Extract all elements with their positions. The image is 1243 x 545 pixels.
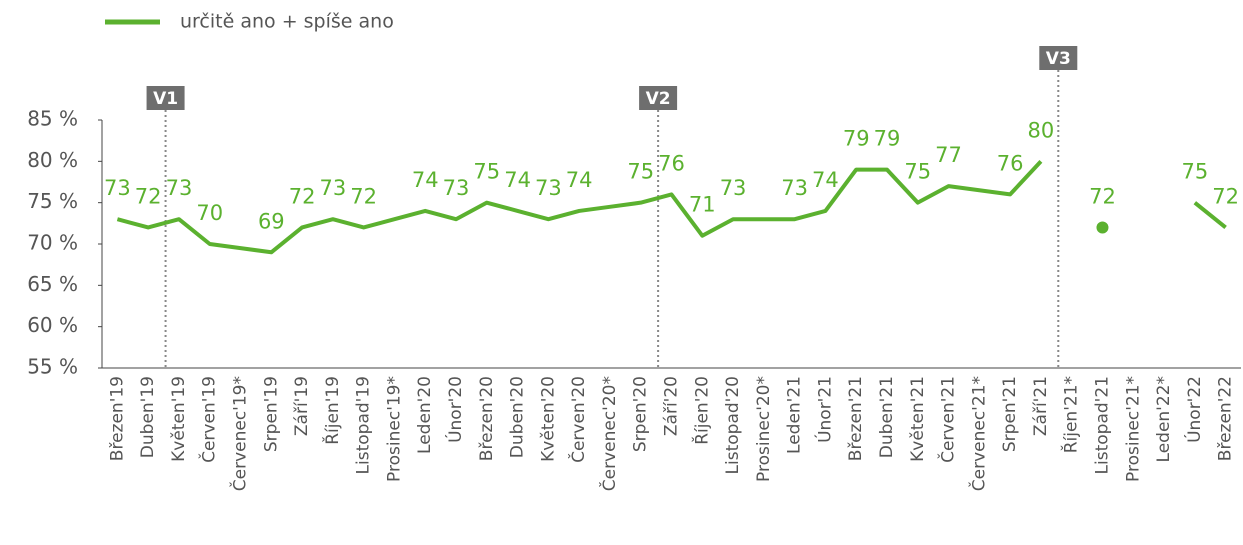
x-tick-label: Únor'21 <box>813 376 835 443</box>
x-tick-label: Květen'21 <box>908 376 928 462</box>
y-tick-label: 75 % <box>27 189 78 213</box>
x-tick-label: Červen'19 <box>198 376 220 463</box>
y-tick-label: 80 % <box>27 148 78 172</box>
x-tick-label: Duben'20 <box>508 376 528 458</box>
y-tick-label: 60 % <box>27 313 78 337</box>
y-tick-label: 65 % <box>27 272 78 296</box>
data-line <box>1193 201 1227 230</box>
y-tick-label: 55 % <box>27 355 78 379</box>
x-tick-label: Duben'21 <box>877 376 897 458</box>
data-label: 73 <box>535 176 562 200</box>
x-tick-label: Květen'19 <box>169 376 189 462</box>
data-label: 73 <box>166 176 193 200</box>
data-label: 74 <box>412 168 439 192</box>
x-tick-label: Srpen'19 <box>261 376 281 452</box>
data-label: 73 <box>720 176 747 200</box>
x-tick-label: Červen'20 <box>567 376 589 463</box>
data-label: 72 <box>350 184 377 208</box>
x-tick-label: Srpen'20 <box>631 376 651 452</box>
marker-box <box>146 86 185 110</box>
y-tick-label: 85 % <box>27 107 78 131</box>
data-point <box>1096 221 1109 234</box>
x-tick-label: Listopad'21 <box>1092 376 1112 474</box>
data-label: 71 <box>689 193 716 217</box>
data-label: 75 <box>627 160 654 184</box>
x-tick-label: Únor'22 <box>1183 376 1205 443</box>
data-label: 76 <box>658 151 685 175</box>
x-tick-label: Září'19 <box>292 376 312 436</box>
data-label: 75 <box>1181 160 1208 184</box>
x-tick-label: Říjen'21* <box>1060 376 1082 453</box>
x-tick-label: Září'21 <box>1031 376 1051 436</box>
data-label: 69 <box>258 209 285 233</box>
x-tick-label: Březen'20 <box>477 376 497 461</box>
data-label: 79 <box>843 127 870 151</box>
data-label: 72 <box>135 184 162 208</box>
marker-label: V1 <box>153 89 178 109</box>
x-tick-label: Březen'19 <box>107 376 127 461</box>
data-label: 74 <box>504 168 531 192</box>
marker-box <box>639 86 678 110</box>
data-label: 79 <box>874 127 901 151</box>
data-label: 72 <box>1212 184 1239 208</box>
x-tick-label: Listopad'20 <box>723 376 743 474</box>
x-tick-label: Leden'20 <box>415 376 435 454</box>
data-label: 73 <box>443 176 470 200</box>
x-tick-label: Prosinec'21* <box>1123 376 1143 482</box>
x-tick-label: Září'20 <box>662 376 682 436</box>
legend-label: určitě ano + spíše ano <box>180 11 394 33</box>
data-label: 72 <box>289 184 316 208</box>
data-label: 75 <box>473 160 500 184</box>
x-tick-label: Duben'19 <box>138 376 158 458</box>
data-label: 76 <box>997 151 1024 175</box>
x-tick-label: Červenec'21* <box>967 376 989 491</box>
marker-box <box>1039 46 1078 70</box>
x-tick-label: Leden'21 <box>785 376 805 454</box>
x-tick-label: Červen'21 <box>937 376 959 463</box>
data-label: 72 <box>1089 184 1116 208</box>
x-tick-label: Březen'22 <box>1216 376 1236 461</box>
data-label: 73 <box>781 176 808 200</box>
marker-label: V2 <box>646 89 671 109</box>
x-tick-label: Říjen'20 <box>690 376 712 445</box>
x-tick-label: Červenec'19* <box>229 376 251 491</box>
data-label: 80 <box>1028 118 1055 142</box>
x-tick-label: Březen'21 <box>846 376 866 461</box>
x-tick-label: Květen'20 <box>538 376 558 462</box>
x-tick-label: Srpen'21 <box>1000 376 1020 452</box>
data-label: 74 <box>566 168 593 192</box>
x-tick-label: Prosinec'19* <box>384 376 404 482</box>
x-tick-label: Leden'22* <box>1154 376 1174 462</box>
x-tick-label: Říjen'19 <box>321 376 343 445</box>
data-label: 73 <box>320 176 347 200</box>
data-label: 75 <box>904 160 931 184</box>
data-label: 74 <box>812 168 839 192</box>
x-tick-label: Prosinec'20* <box>754 376 774 482</box>
x-tick-label: Červenec'20* <box>598 376 620 491</box>
data-label: 73 <box>104 176 131 200</box>
x-tick-label: Listopad'19 <box>354 376 374 474</box>
y-tick-label: 70 % <box>27 231 78 255</box>
x-tick-label: Únor'20 <box>444 376 466 443</box>
marker-label: V3 <box>1046 49 1071 69</box>
data-line <box>116 159 1043 255</box>
data-label: 70 <box>196 201 223 225</box>
data-label: 77 <box>935 143 962 167</box>
